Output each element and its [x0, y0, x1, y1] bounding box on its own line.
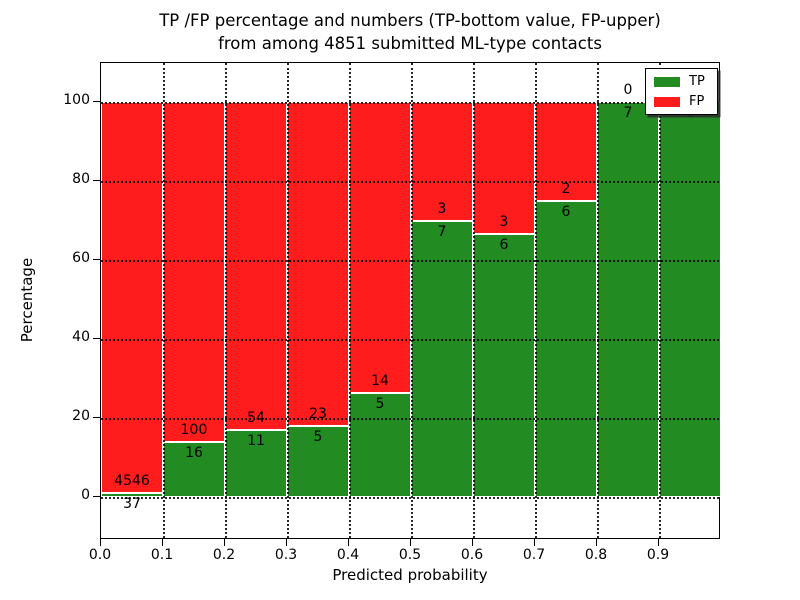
y-tick-mark [93, 416, 100, 418]
fp-count-label: 3 [499, 213, 509, 230]
fp-count-label: 23 [309, 406, 327, 423]
tp-count-label: 5 [313, 429, 323, 446]
x-tick-mark [472, 539, 473, 546]
bar-segment-tp [597, 102, 659, 497]
legend-label-fp: FP [689, 94, 705, 109]
x-tick-label: 0.7 [522, 547, 546, 563]
bar-segment-fp [163, 102, 225, 443]
bar-segment-tp [411, 220, 473, 497]
bar-segment-tp [659, 102, 721, 497]
x-tick-mark [596, 539, 597, 546]
x-tick-mark [162, 539, 163, 546]
x-gridline [411, 63, 413, 538]
fp-count-label: 14 [371, 372, 389, 389]
x-tick-label: 0.6 [460, 547, 484, 563]
y-tick-mark [93, 259, 100, 261]
x-tick-label: 0.1 [150, 547, 174, 563]
x-tick-mark [100, 539, 101, 546]
x-tick-label: 0.5 [398, 547, 422, 563]
tp-count-label: 6 [561, 203, 571, 220]
fp-count-label: 100 [180, 422, 208, 439]
x-gridline [287, 63, 289, 538]
x-gridline [225, 63, 227, 538]
y-tick-mark [93, 101, 100, 103]
y-tick-label: 20 [72, 407, 90, 424]
chart-title: TP /FP percentage and numbers (TP-bottom… [10, 9, 800, 56]
y-gridline [101, 260, 719, 263]
fp-count-label: 0 [623, 82, 633, 99]
legend-entry-tp: TP [654, 75, 709, 88]
fp-count-label: 54 [247, 409, 265, 426]
plot-area: 454637100165411235145373626076 [100, 62, 721, 539]
x-gridline [163, 63, 165, 538]
x-tick-mark [348, 539, 349, 546]
y-tick-label: 40 [72, 328, 90, 345]
bar-segment-tp [163, 442, 225, 497]
x-gridline [535, 63, 537, 538]
y-tick-label: 100 [63, 92, 90, 109]
x-tick-label: 0.4 [336, 547, 360, 563]
y-gridline [101, 181, 719, 184]
y-gridline [101, 496, 719, 499]
tp-count-label: 11 [247, 432, 265, 449]
x-tick-mark [658, 539, 659, 546]
bar-segment-tp [101, 493, 163, 497]
y-axis-label: Percentage [18, 257, 36, 343]
tp-count-label: 5 [375, 395, 385, 412]
tp-count-label: 7 [437, 223, 447, 240]
bar-segment-fp [349, 102, 411, 393]
x-gridline [659, 63, 661, 538]
bar-segment-fp [287, 102, 349, 427]
legend-label-tp: TP [689, 74, 705, 89]
chart-title-line1: TP /FP percentage and numbers (TP-bottom… [159, 11, 661, 30]
y-tick-label: 60 [72, 250, 90, 267]
tp-count-label: 6 [499, 236, 509, 253]
x-gridline [349, 63, 351, 538]
x-tick-mark [286, 539, 287, 546]
x-tick-label: 0.8 [584, 547, 608, 563]
fp-count-label: 4546 [114, 473, 150, 490]
x-tick-label: 0.3 [274, 547, 298, 563]
x-tick-label: 0.9 [646, 547, 670, 563]
y-gridline [101, 102, 719, 105]
tp-count-label: 16 [185, 445, 203, 462]
x-gridline [473, 63, 475, 538]
chart-title-line2: from among 4851 submitted ML-type contac… [218, 34, 602, 54]
y-gridline [101, 338, 719, 341]
y-tick-mark [93, 495, 100, 497]
tp-count-label: 37 [123, 496, 141, 513]
y-gridline [101, 417, 719, 420]
bar-segment-tp [349, 392, 411, 497]
fp-color-swatch [654, 96, 680, 107]
legend: TP FP [645, 68, 718, 115]
x-gridline [597, 63, 599, 538]
x-tick-mark [224, 539, 225, 546]
x-tick-mark [410, 539, 411, 546]
tp-color-swatch [654, 76, 680, 87]
bar-segment-tp [473, 233, 535, 497]
x-tick-label: 0.2 [212, 547, 236, 563]
bar-segment-fp [535, 102, 597, 201]
bar-segment-fp [225, 102, 287, 430]
legend-entry-fp: FP [654, 95, 709, 108]
y-tick-label: 0 [81, 486, 90, 503]
x-tick-label: 0.0 [88, 547, 112, 563]
fp-count-label: 3 [437, 200, 447, 217]
x-axis-label: Predicted probability [332, 566, 488, 584]
x-tick-mark [534, 539, 535, 546]
tp-count-label: 7 [623, 105, 633, 122]
bar-segment-fp [101, 102, 163, 494]
y-tick-mark [93, 337, 100, 339]
bar-segment-tp [535, 200, 597, 497]
bar-segment-fp [473, 102, 535, 234]
y-tick-mark [93, 180, 100, 182]
y-tick-label: 80 [72, 171, 90, 188]
fp-count-label: 2 [561, 180, 571, 197]
bar-segment-tp [287, 426, 349, 497]
